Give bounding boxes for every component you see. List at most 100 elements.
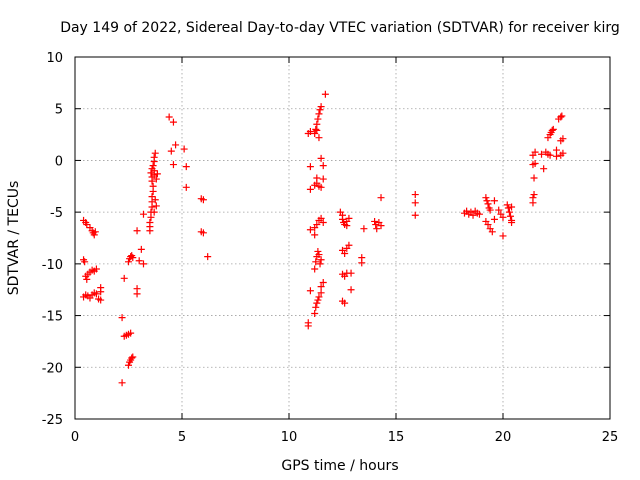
- y-tick-label: 0: [55, 154, 63, 169]
- data-point: [358, 259, 366, 267]
- data-point: [553, 152, 560, 160]
- data-point: [549, 125, 557, 133]
- y-tick-label: -15: [42, 310, 63, 325]
- data-point: [118, 379, 126, 387]
- data-point: [475, 210, 483, 218]
- x-axis-label: GPS time / hours: [281, 458, 398, 474]
- data-point: [313, 126, 321, 134]
- data-point: [319, 175, 327, 183]
- data-point: [411, 191, 419, 199]
- data-point: [347, 269, 355, 277]
- data-point: [313, 221, 321, 229]
- data-point: [139, 260, 147, 268]
- data-point: [377, 194, 385, 202]
- data-point: [345, 214, 353, 222]
- data-point: [83, 221, 91, 229]
- data-point: [483, 197, 491, 205]
- x-tick-label: 15: [388, 430, 405, 445]
- data-point: [169, 118, 177, 126]
- data-point: [499, 213, 507, 221]
- data-point: [148, 193, 156, 201]
- data-point: [316, 260, 324, 268]
- data-point: [128, 354, 136, 362]
- data-point: [311, 310, 319, 318]
- data-point: [508, 203, 516, 211]
- data-point: [347, 286, 355, 294]
- data-point: [411, 211, 419, 219]
- y-tick-label: -25: [42, 413, 63, 428]
- data-point: [306, 163, 314, 171]
- data-point: [559, 135, 567, 143]
- data-point: [133, 290, 141, 298]
- plot-frame: [74, 56, 611, 420]
- data-point: [97, 288, 105, 296]
- data-point: [129, 353, 137, 361]
- data-point: [146, 218, 154, 226]
- data-point: [313, 174, 321, 182]
- data-point: [317, 256, 325, 264]
- data-point: [91, 228, 99, 236]
- data-point: [172, 141, 180, 149]
- data-point: [486, 206, 494, 214]
- data-point: [149, 182, 157, 190]
- data-point: [411, 199, 419, 207]
- y-tick-label: -10: [42, 258, 63, 273]
- data-point: [373, 225, 381, 233]
- data-point: [127, 329, 135, 337]
- data-point: [153, 170, 161, 178]
- data-point: [506, 212, 514, 220]
- data-point: [490, 215, 498, 223]
- data-point: [315, 293, 323, 301]
- data-point: [546, 151, 554, 159]
- data-point: [199, 229, 207, 237]
- data-point: [540, 165, 548, 173]
- data-point: [306, 226, 314, 234]
- data-point: [469, 211, 477, 219]
- data-point: [313, 299, 321, 307]
- x-tick-label: 25: [602, 430, 619, 445]
- data-point: [484, 221, 492, 229]
- data-point: [137, 245, 145, 253]
- data-point: [345, 241, 353, 249]
- data-point: [317, 154, 325, 162]
- data-point: [490, 197, 498, 205]
- data-point: [317, 214, 325, 222]
- data-point: [319, 218, 327, 226]
- data-point: [139, 210, 147, 218]
- data-point: [311, 231, 319, 239]
- y-tick-label: 10: [46, 51, 63, 66]
- data-point: [151, 149, 159, 157]
- data-point: [315, 134, 323, 142]
- data-point: [504, 204, 512, 212]
- data-point: [495, 206, 503, 214]
- data-point: [317, 183, 325, 191]
- data-point: [152, 202, 160, 210]
- y-tick-label: -5: [50, 206, 63, 221]
- data-point: [311, 265, 319, 273]
- data-point: [341, 299, 349, 307]
- data-point: [312, 258, 320, 266]
- data-point: [314, 296, 322, 304]
- data-point: [165, 113, 173, 121]
- data-point: [557, 113, 565, 121]
- data-point: [182, 163, 190, 171]
- data-point: [317, 283, 325, 291]
- axis-ticks: 0 5 10 15 20 25 -25 -20 -15 -10 -5 0 5 10: [42, 51, 619, 445]
- data-point: [90, 231, 98, 239]
- data-point: [531, 148, 539, 156]
- data-point: [530, 191, 538, 199]
- data-point: [505, 208, 513, 216]
- data-point: [118, 314, 126, 322]
- data-point: [314, 247, 322, 255]
- data-point: [314, 115, 322, 123]
- data-point: [182, 183, 190, 191]
- data-point: [83, 275, 91, 283]
- data-point: [304, 322, 312, 330]
- data-point: [150, 167, 158, 175]
- data-point: [558, 112, 566, 120]
- data-point: [152, 175, 160, 183]
- data-point: [530, 174, 538, 182]
- data-point: [343, 222, 351, 230]
- y-tick-label: -20: [42, 361, 63, 376]
